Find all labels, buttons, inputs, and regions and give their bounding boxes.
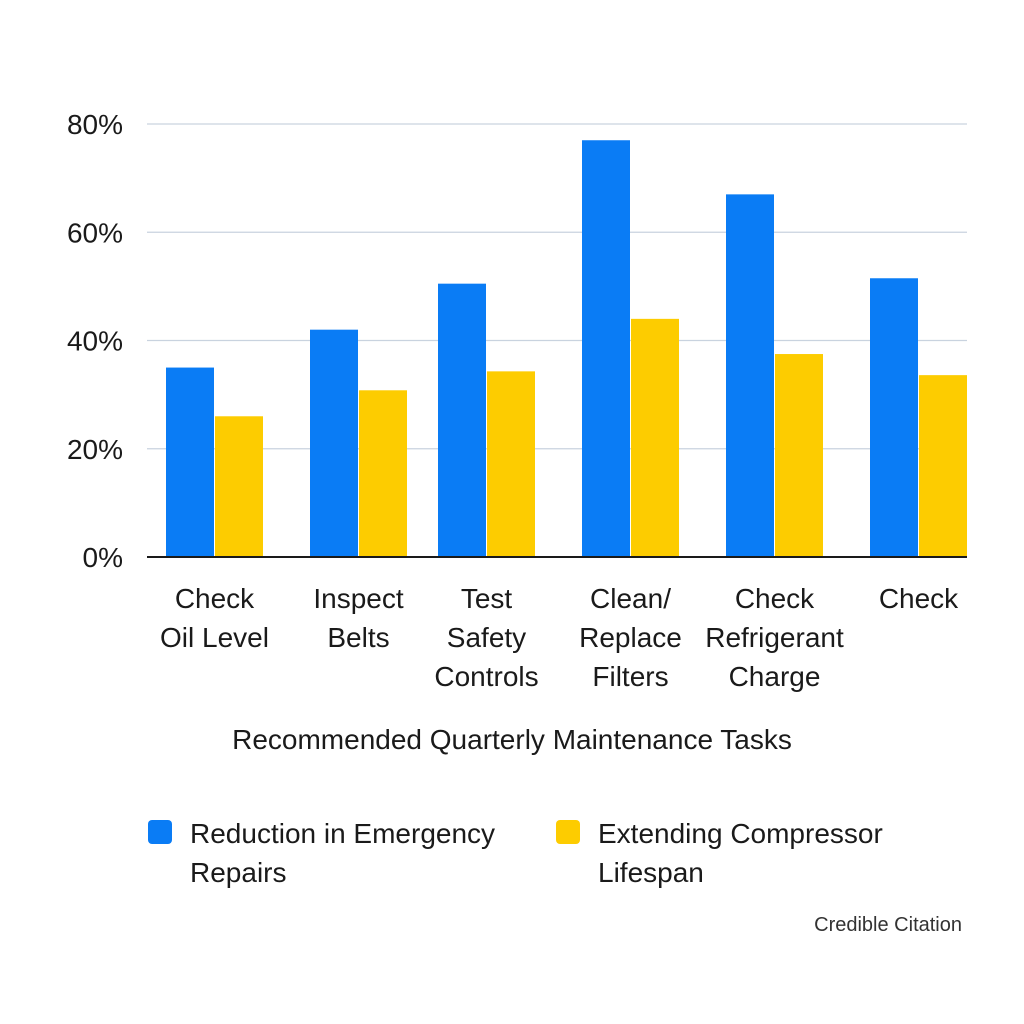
legend-label-compressor-lifespan: Extending Compressor Lifespan: [598, 818, 883, 888]
legend-item-compressor-lifespan: Extending Compressor Lifespan: [556, 814, 928, 892]
bar-compressor-lifespan-5: [775, 354, 823, 557]
bar-emergency-repairs-6: [870, 278, 918, 557]
bar-compressor-lifespan-2: [359, 390, 407, 557]
y-axis-ticks: 0% 20% 40% 60% 80%: [67, 109, 123, 573]
bar-compressor-lifespan-6: [919, 375, 967, 557]
bar-emergency-repairs-5: [726, 194, 774, 558]
legend-swatch-emergency-repairs: [148, 820, 172, 844]
y-tick-label: 80%: [67, 109, 123, 140]
gridlines: [147, 123, 967, 450]
x-category-label: Test Safety Controls: [434, 583, 538, 692]
bars: [166, 140, 967, 558]
bar-emergency-repairs-4: [582, 140, 630, 558]
bar-emergency-repairs-3: [438, 283, 486, 557]
legend: Reduction in Emergency Repairs Extending…: [0, 814, 1024, 894]
bar-emergency-repairs-2: [310, 329, 358, 557]
bar-chart: 0% 20% 40% 60% 80% Check Oil Level Inspect Belt…: [67, 109, 967, 692]
citation: Credible Citation: [814, 914, 962, 936]
legend-swatch-compressor-lifespan: [556, 820, 580, 844]
x-category-label: Check Oil Level: [160, 583, 269, 653]
x-axis-category-labels: Check Oil Level Inspect Belts Test Safety Cont…: [160, 583, 959, 692]
bar-compressor-lifespan-1: [215, 416, 263, 557]
y-tick-label: 40%: [67, 326, 123, 357]
bar-compressor-lifespan-3: [487, 371, 535, 557]
y-tick-label: 60%: [67, 217, 123, 248]
x-category-label: Check: [879, 583, 959, 614]
y-tick-label: 0%: [83, 542, 123, 573]
x-category-label: Clean/Replace Filters: [579, 583, 682, 692]
bar-emergency-repairs-1: [166, 367, 214, 557]
x-category-label: Check Refrigerant Charge: [705, 583, 844, 692]
y-tick-label: 20%: [67, 434, 123, 465]
bar-compressor-lifespan-4: [631, 318, 679, 557]
x-axis-title: Recommended Quarterly Maintenance Tasks: [232, 724, 792, 755]
x-category-label: Inspect Belts: [313, 583, 403, 653]
legend-label-emergency-repairs: Reduction in Emergency Repairs: [190, 818, 496, 888]
legend-item-emergency-repairs: Reduction in Emergency Repairs: [148, 814, 520, 892]
